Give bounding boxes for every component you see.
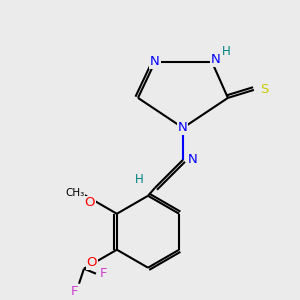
- Text: O: O: [85, 196, 95, 209]
- Text: H: H: [135, 173, 143, 186]
- Text: O: O: [87, 256, 97, 269]
- Text: S: S: [260, 83, 268, 96]
- Text: N: N: [150, 56, 160, 68]
- Text: CH₃: CH₃: [65, 188, 85, 198]
- Text: H: H: [221, 45, 230, 58]
- Text: N: N: [188, 153, 198, 166]
- Text: N: N: [211, 53, 221, 66]
- Text: F: F: [71, 285, 79, 298]
- Text: F: F: [100, 267, 108, 280]
- Text: N: N: [178, 122, 188, 134]
